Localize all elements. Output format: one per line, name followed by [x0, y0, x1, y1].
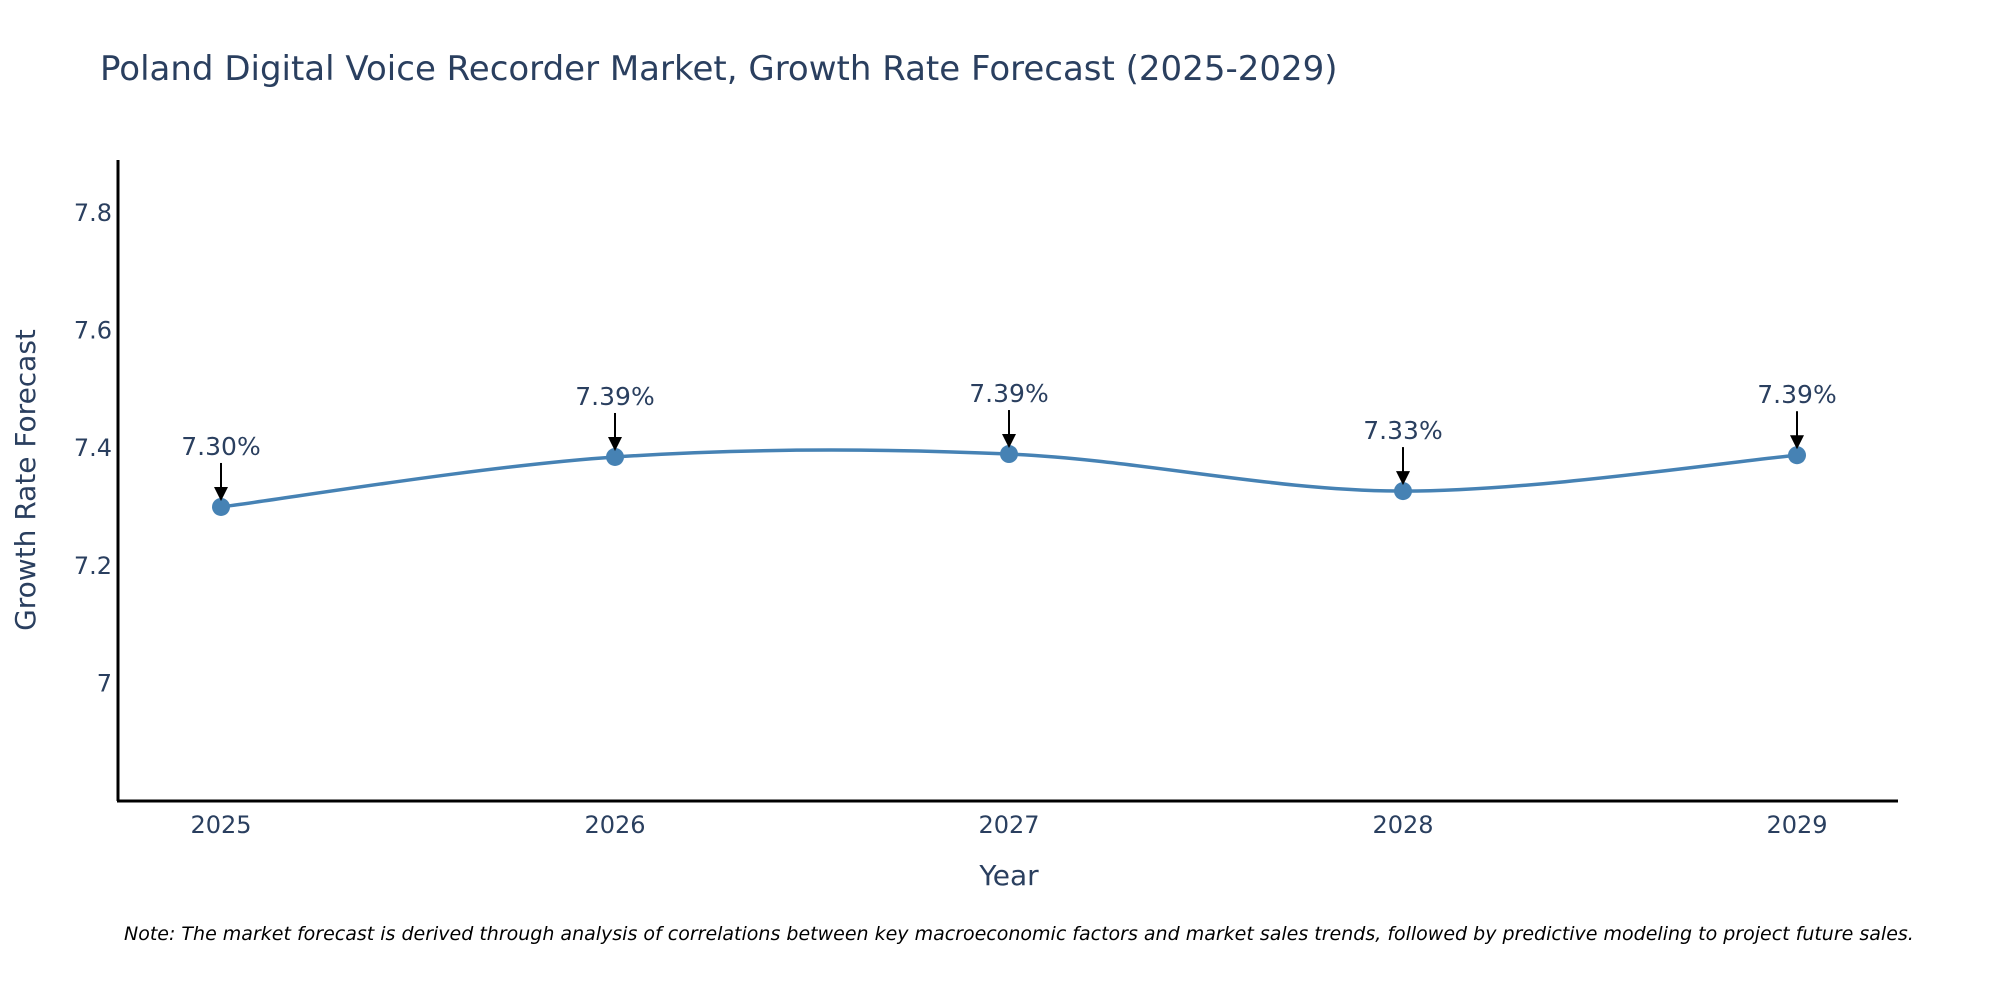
annotation-arrow-head: [1002, 434, 1016, 449]
annotation-arrow-head: [1790, 435, 1804, 450]
data-point-2026[interactable]: [606, 447, 624, 466]
x-tick-label: 2028: [1372, 811, 1433, 839]
footnote-note: Note: The market forecast is derived thr…: [124, 923, 1914, 945]
chart-title: Poland Digital Voice Recorder Market, Gr…: [100, 49, 1338, 89]
y-tick-label: 7.2: [74, 552, 112, 580]
data-point-2027[interactable]: [1000, 445, 1018, 464]
y-tick-label: 7.6: [74, 317, 112, 345]
annotation-arrow-head: [608, 436, 622, 451]
data-label: 7.30%: [181, 432, 260, 461]
data-label: 7.39%: [575, 382, 654, 411]
y-tick-label: 7.8: [74, 199, 112, 227]
data-label: 7.33%: [1363, 416, 1442, 445]
x-tick-label: 2029: [1766, 811, 1827, 839]
annotation-arrow-head: [214, 486, 228, 501]
data-point-2028[interactable]: [1394, 482, 1412, 501]
data-point-2029[interactable]: [1788, 446, 1806, 465]
data-point-2025[interactable]: [212, 497, 230, 516]
x-axis-title: Year: [978, 859, 1039, 892]
data-label: 7.39%: [1757, 380, 1836, 409]
y-tick-label: 7.4: [74, 434, 112, 462]
data-label: 7.39%: [969, 379, 1048, 408]
y-tick-label: 7: [97, 669, 112, 697]
y-axis-title: Growth Rate Forecast: [9, 329, 42, 631]
annotation-arrow-head: [1396, 471, 1410, 486]
x-tick-label: 2025: [190, 811, 251, 839]
x-tick-label: 2027: [978, 811, 1039, 839]
plot-area: 7 7.2 7.4 7.6 7.8 2025 2026 2027 2028 2029 7.30% 7.…: [74, 199, 1837, 839]
x-tick-label: 2026: [584, 811, 645, 839]
